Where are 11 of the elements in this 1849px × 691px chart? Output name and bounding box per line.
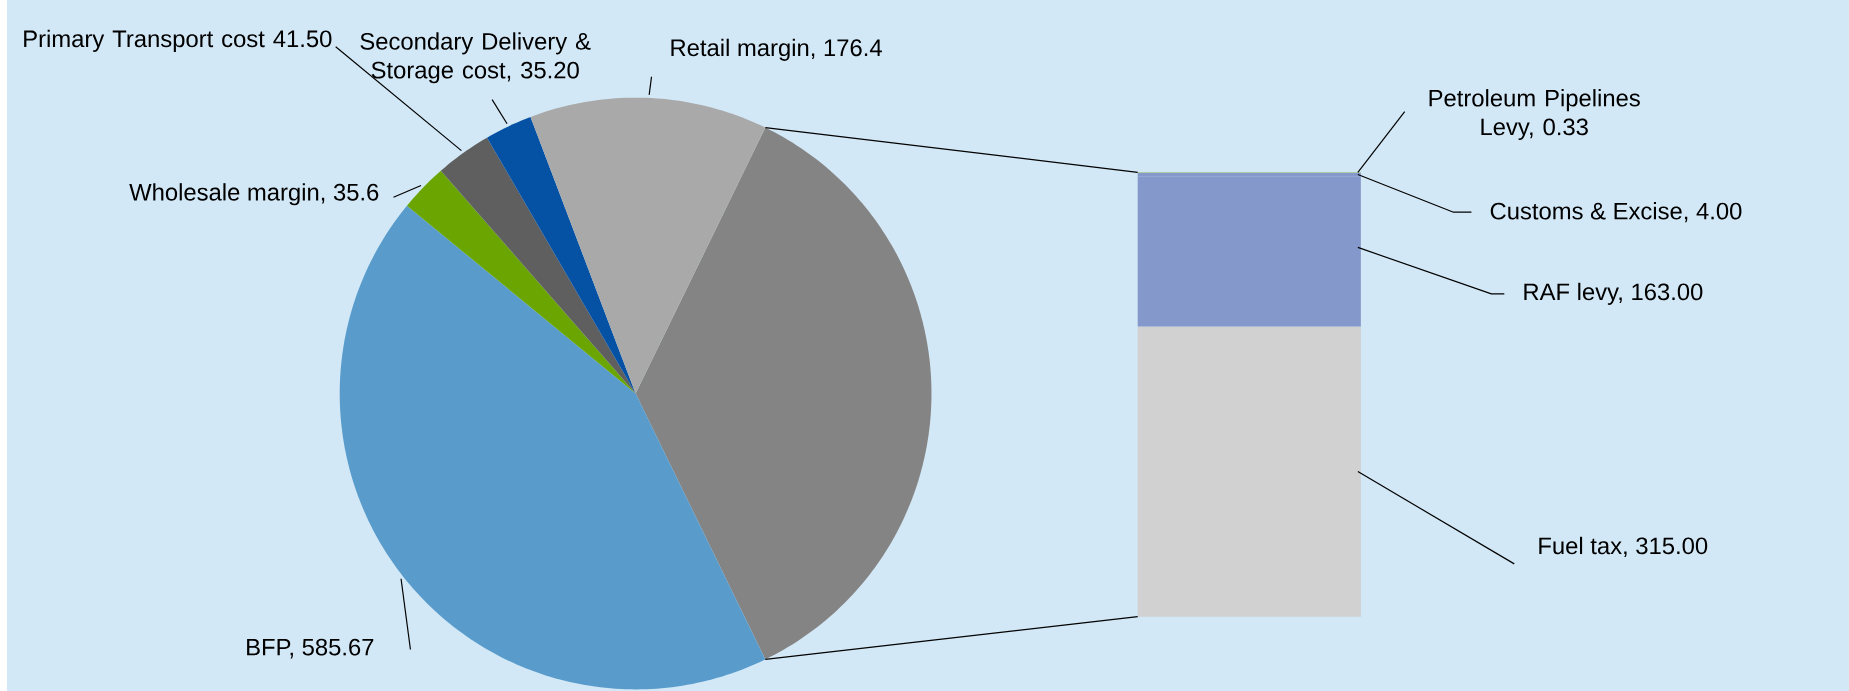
text: Customs & Excise, 4.00 [1490, 201, 1742, 223]
bar [1137, 176, 1361, 327]
slice-label: BFP, 585.67 [247, 638, 374, 659]
text: Fuel tax, 315.00 [1539, 536, 1708, 557]
slice-label: Wholesale margin, 35.6 [129, 182, 379, 206]
slice-label: Primary Transport cost 41.50 [24, 29, 332, 52]
bar [1137, 326, 1361, 617]
slice-label: Secondary Delivery & Storage cost, 35.20 [360, 32, 591, 84]
slice-label: Retail margin, 176.4 [671, 38, 882, 61]
text: RAF levy, 163.00 [1524, 282, 1703, 305]
text: Petroleum Pipelines Levy, 0.33 [1429, 88, 1640, 140]
